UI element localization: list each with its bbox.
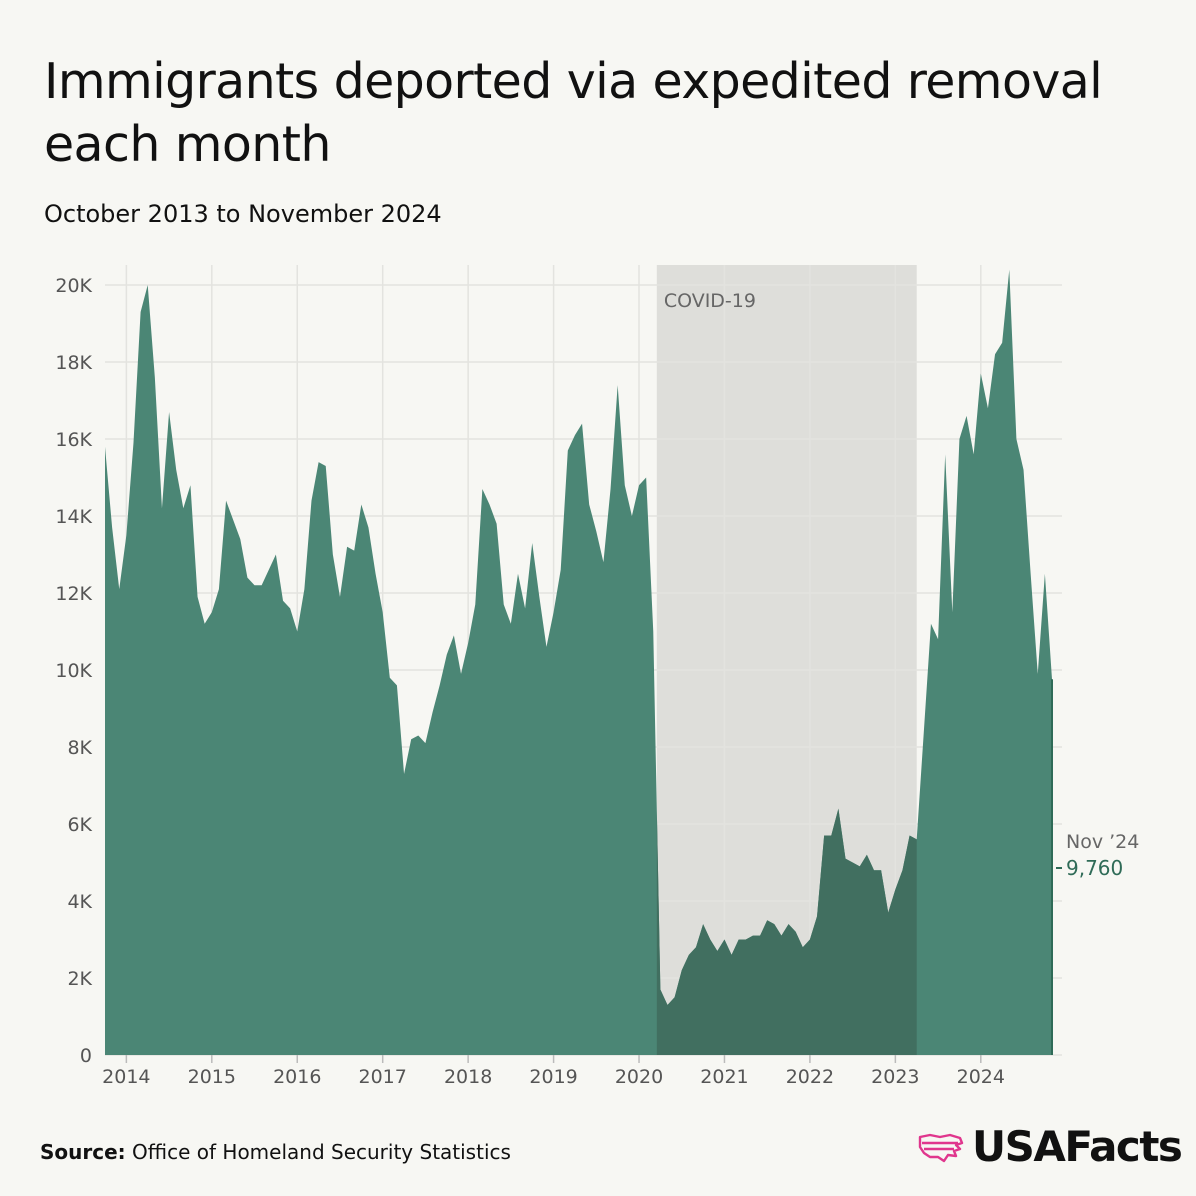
x-tick-label: 2022: [786, 1066, 834, 1088]
y-tick-label: 18K: [55, 352, 92, 374]
source-label: Source:: [40, 1140, 126, 1164]
x-tick-label: 2023: [871, 1066, 919, 1088]
x-tick-label: 2018: [444, 1066, 492, 1088]
covid-label: COVID-19: [664, 290, 756, 312]
x-tick-label: 2014: [102, 1066, 150, 1088]
x-tick-label: 2016: [273, 1066, 321, 1088]
x-tick-label: 2021: [700, 1066, 748, 1088]
source-note: Source: Office of Homeland Security Stat…: [40, 1140, 511, 1164]
end-value-label: 9,760: [1066, 856, 1123, 880]
y-tick-label: 20K: [55, 275, 92, 297]
source-text: Office of Homeland Security Statistics: [132, 1140, 511, 1164]
y-tick-label: 14K: [55, 506, 92, 528]
us-map-icon: [918, 1133, 964, 1162]
y-tick-label: 10K: [55, 660, 92, 682]
area-series-covid-overlap: [656, 808, 917, 1055]
y-tick-label: 4K: [67, 891, 92, 913]
y-tick-label: 12K: [55, 583, 92, 605]
y-tick-label: 16K: [55, 429, 92, 451]
chart-subtitle: October 2013 to November 2024: [44, 200, 442, 228]
x-tick-label: 2024: [957, 1066, 1005, 1088]
y-tick-label: 6K: [67, 814, 92, 836]
x-tick-label: 2019: [529, 1066, 577, 1088]
area-series: [105, 269, 1052, 1056]
y-tick-label: 0: [80, 1045, 92, 1067]
x-axis: 2014 2015 2016 2017 2018 2019 2020 2021 2022 2023…: [102, 1055, 1005, 1088]
y-tick-label: 8K: [67, 737, 92, 759]
x-tick-label: 2015: [188, 1066, 236, 1088]
x-tick-label: 2017: [359, 1066, 407, 1088]
brand-logo[interactable]: USAFacts: [916, 1122, 1183, 1171]
x-tick-label: 2020: [615, 1066, 663, 1088]
chart-title: Immigrants deported via expedited remova…: [44, 53, 1103, 173]
end-date-label: Nov ’24: [1066, 831, 1139, 853]
y-axis: 0 2K 4K 6K 8K 10K 12K 14K 16K 18K 20K: [55, 275, 92, 1067]
brand-name: USAFacts: [972, 1122, 1183, 1171]
y-tick-label: 2K: [67, 968, 92, 990]
